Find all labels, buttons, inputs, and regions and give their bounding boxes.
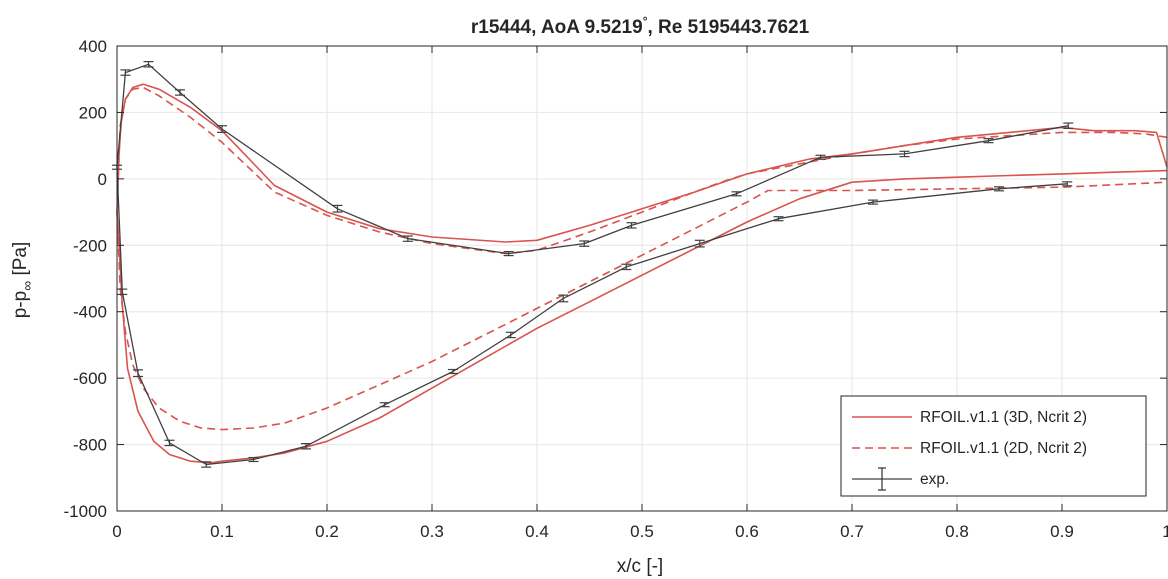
- x-tick-label: 0.7: [840, 522, 864, 541]
- exp-errorbar-point: [448, 368, 458, 375]
- x-tick-label: 0.6: [735, 522, 759, 541]
- exp-errorbar-point: [731, 191, 742, 197]
- chart-title-tail: , Re 5195443.7621: [648, 17, 810, 38]
- x-tick-label: 0.2: [315, 522, 339, 541]
- exp-errorbar-point: [983, 138, 994, 144]
- exp-errorbar-point: [626, 222, 637, 229]
- exp-errorbar-point: [164, 439, 175, 447]
- exp-errorbar-point: [1062, 181, 1073, 187]
- exp-errorbar-point: [815, 154, 826, 160]
- y-tick-label: -400: [73, 303, 107, 322]
- y-axis-label-unit: [Pa]: [10, 242, 31, 281]
- x-tick-label: 0.4: [525, 522, 549, 541]
- y-tick-label: -1000: [64, 502, 107, 521]
- exp-errorbar-point: [175, 89, 185, 96]
- x-axis-label: x/c [-]: [617, 556, 663, 577]
- chart-title: r15444, AoA 9.5219°, Re 5195443.7621: [471, 14, 810, 38]
- exp-errorbar-point: [621, 263, 632, 271]
- exp-errorbar-point: [402, 235, 413, 242]
- exp-errorbar-point: [143, 61, 154, 68]
- exp-errorbar-point: [379, 402, 390, 408]
- exp-errorbar-point: [579, 240, 590, 247]
- exp-errorbar-point: [301, 442, 311, 450]
- y-tick-label: 0: [98, 170, 107, 189]
- y-axis-label-main: p-p: [10, 291, 31, 318]
- y-tick-label: -800: [73, 436, 107, 455]
- x-tick-label: 0.9: [1050, 522, 1074, 541]
- x-tick-label: 0.3: [420, 522, 444, 541]
- tick-marks: [116, 45, 1168, 512]
- exp-errorbar-point: [120, 69, 131, 76]
- legend-label-exp: exp.: [920, 471, 949, 488]
- exp-errorbar-point: [248, 456, 259, 463]
- x-tick-label: 1: [1162, 522, 1168, 541]
- y-tick-label: -600: [73, 369, 107, 388]
- y-tick-label: 200: [79, 103, 107, 122]
- exp-errorbar-point: [133, 369, 143, 378]
- exp-errorbar-point: [773, 216, 784, 222]
- exp-errorbar-point: [117, 288, 128, 296]
- exp-errorbar-point: [201, 461, 212, 468]
- y-axis-label-subscript: ∞: [19, 281, 35, 291]
- legend-label-rfoil-3d: RFOIL.v1.1 (3D, Ncrit 2): [920, 409, 1087, 426]
- y-tick-label: -200: [73, 236, 107, 255]
- exp-errorbar-point: [217, 125, 227, 133]
- exp-errorbar-point: [558, 294, 569, 303]
- exp-errorbar-point: [1063, 122, 1074, 129]
- exp-errorbar-point: [868, 199, 878, 205]
- chart-title-main: r15444, AoA 9.5219: [471, 17, 643, 38]
- exp-errorbar-point: [332, 204, 343, 213]
- legend-box: [840, 395, 1147, 497]
- y-axis-label: p-p∞ [Pa]: [10, 242, 35, 319]
- x-tick-label: 0.8: [945, 522, 969, 541]
- legend: RFOIL.v1.1 (3D, Ncrit 2) RFOIL.v1.1 (2D,…: [840, 395, 1147, 497]
- exp-errorbar-point: [694, 239, 705, 248]
- y-tick-label: 400: [79, 37, 107, 56]
- exp-errorbar-point: [505, 331, 516, 339]
- chart-title-degree: °: [643, 14, 648, 28]
- exp-errorbar-point: [899, 150, 910, 158]
- x-tick-label: 0.1: [210, 522, 234, 541]
- x-tick-label: 0.5: [630, 522, 654, 541]
- x-tick-label: 0: [112, 522, 121, 541]
- exp-errorbar-point: [994, 186, 1004, 192]
- exp-errorbar-point: [503, 250, 514, 257]
- legend-label-rfoil-2d: RFOIL.v1.1 (2D, Ncrit 2): [920, 440, 1087, 457]
